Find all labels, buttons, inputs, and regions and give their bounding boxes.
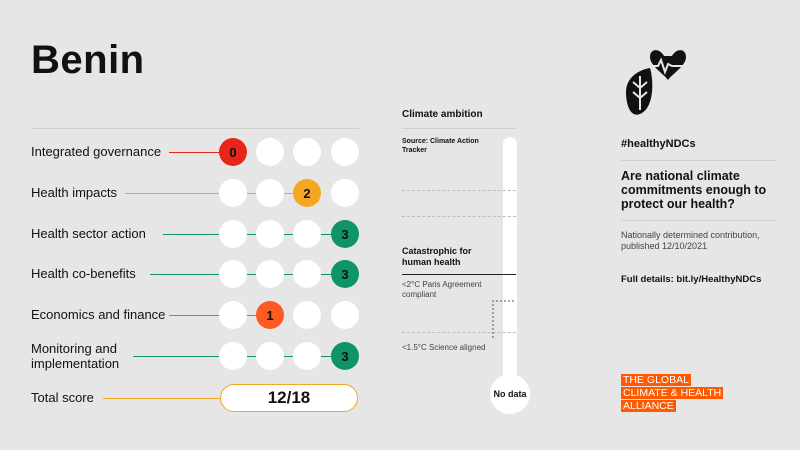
country-title: Benin	[31, 38, 145, 82]
score-empty-circle	[219, 342, 247, 370]
thermometer-bulb: No data	[490, 374, 530, 414]
score-empty-circle	[293, 260, 321, 288]
score-badge: 2	[293, 179, 321, 207]
climate-ambition-title: Climate ambition	[402, 109, 483, 120]
score-empty-circle	[219, 260, 247, 288]
score-row-label: Health impacts	[31, 185, 117, 200]
heart-plant-drop-icon	[626, 50, 686, 115]
hashtag: #healthyNDCs	[621, 138, 696, 150]
score-empty-circle	[293, 301, 321, 329]
score-badge: 3	[331, 260, 359, 288]
headline-question: Are national climate commitments enough …	[621, 169, 767, 211]
score-row-label: Integrated governance	[31, 144, 162, 159]
score-badge: 1	[256, 301, 284, 329]
score-empty-circle	[256, 342, 284, 370]
thermometer-dashed-line	[402, 190, 516, 191]
score-empty-circle	[219, 179, 247, 207]
divider	[621, 220, 776, 221]
ndc-publication-info: Nationally determined contribution, publ…	[621, 230, 760, 251]
score-empty-circle	[256, 220, 284, 248]
catastrophic-label: Catastrophic for human health	[402, 246, 472, 267]
score-row-connector	[163, 234, 331, 235]
catastrophic-threshold-line	[402, 274, 516, 275]
alliance-logo-line: CLIMATE & HEALTH	[621, 387, 724, 399]
total-score-label: Total score	[31, 390, 94, 405]
score-empty-circle	[331, 301, 359, 329]
score-empty-circle	[219, 301, 247, 329]
climate-source: Source: Climate Action Tracker	[402, 138, 479, 154]
alliance-logo-line: ALLIANCE	[621, 400, 676, 412]
divider	[402, 128, 516, 129]
score-empty-circle	[219, 220, 247, 248]
thermometer-dashed-line	[402, 332, 516, 333]
divider	[621, 160, 776, 161]
thermometer-tube	[503, 137, 517, 397]
total-score-value: 12/18	[220, 384, 358, 412]
total-score-connector	[103, 398, 220, 399]
score-row-label: Health co-benefits	[31, 266, 136, 281]
score-badge: 3	[331, 342, 359, 370]
score-empty-circle	[293, 220, 321, 248]
score-row-connector	[125, 193, 293, 194]
science-aligned-label: <1.5°C Science aligned	[402, 343, 486, 352]
score-row-label: Monitoring and implementation	[31, 341, 120, 371]
score-empty-circle	[256, 179, 284, 207]
score-row-label: Health sector action	[31, 226, 146, 241]
score-badge: 0	[219, 138, 247, 166]
score-row-connector	[169, 315, 256, 316]
score-row-label: Economics and finance	[31, 307, 166, 322]
score-empty-circle	[293, 138, 321, 166]
score-empty-circle	[331, 179, 359, 207]
alliance-logo-line: THE GLOBAL	[621, 374, 691, 386]
full-details-link[interactable]: Full details: bit.ly/HealthyNDCs	[621, 274, 762, 285]
score-empty-circle	[256, 260, 284, 288]
score-empty-circle	[293, 342, 321, 370]
score-empty-circle	[256, 138, 284, 166]
score-empty-circle	[331, 138, 359, 166]
score-row-connector	[169, 152, 219, 153]
thermometer-dashed-line	[402, 216, 516, 217]
paris-compliant-label: <2°C Paris Agreement compliant	[402, 280, 482, 299]
divider	[31, 128, 359, 129]
paris-threshold-step	[492, 300, 516, 338]
score-badge: 3	[331, 220, 359, 248]
